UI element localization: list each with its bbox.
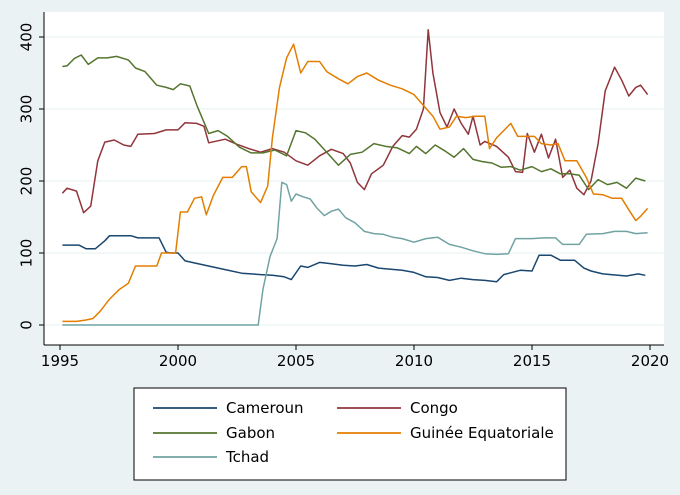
legend-label-cameroun: Cameroun bbox=[226, 399, 304, 417]
x-tick-label-0: 1995 bbox=[41, 352, 79, 370]
plot-area bbox=[44, 12, 664, 345]
x-tick-label-2: 2005 bbox=[277, 352, 315, 370]
y-tick-label-3: 300 bbox=[18, 95, 36, 124]
legend-box bbox=[133, 387, 567, 481]
series-line-congo bbox=[61, 29, 649, 214]
series-line-guin-e-equatoriale bbox=[62, 43, 649, 323]
x-tick-label-1: 2000 bbox=[159, 352, 197, 370]
series-lines bbox=[61, 29, 649, 326]
x-tick-label-5: 2020 bbox=[631, 352, 669, 370]
axes: 0 100 200 300 400 1995 2000 2005 2010 2015 2020 bbox=[18, 12, 669, 370]
x-tick-label-4: 2015 bbox=[513, 352, 551, 370]
legend-label-gabon: Gabon bbox=[226, 424, 275, 442]
y-tick-label-0: 0 bbox=[18, 320, 36, 330]
legend-label-guin-e-equatoriale: Guinée Equatoriale bbox=[410, 424, 554, 442]
series-line-cameroun bbox=[62, 234, 646, 283]
x-tick-label-3: 2010 bbox=[395, 352, 433, 370]
legend-label-congo: Congo bbox=[410, 399, 458, 417]
series-line-tchad bbox=[62, 181, 648, 326]
legend: Cameroun Congo Gabon Guinée Equatoriale Tcha… bbox=[133, 387, 567, 481]
y-tick-label-4: 400 bbox=[18, 23, 36, 52]
legend-label-tchad: Tchad bbox=[225, 448, 269, 466]
series-line-gabon bbox=[62, 54, 646, 191]
y-tick-label-2: 200 bbox=[18, 167, 36, 196]
y-tick-label-1: 100 bbox=[18, 239, 36, 268]
